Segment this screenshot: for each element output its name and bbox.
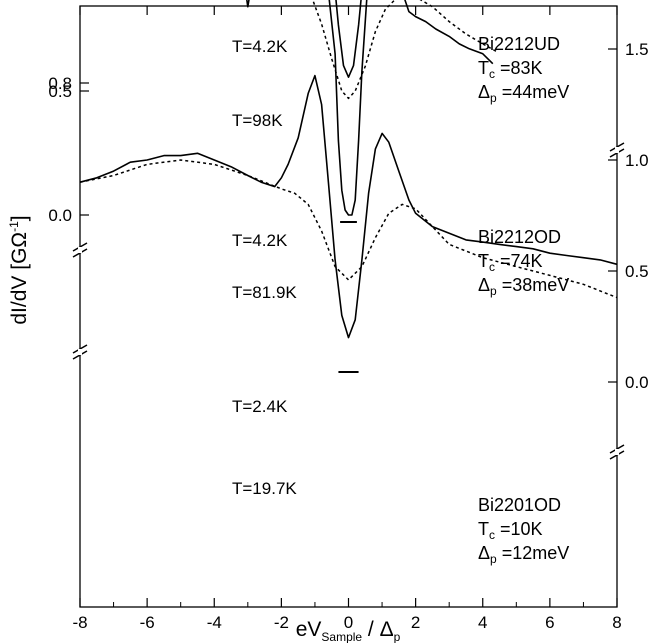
material-label: Bi2212UD — [478, 34, 560, 54]
y-tick-label-right: 0.5 — [625, 262, 649, 281]
temperature-label: T=19.7K — [232, 479, 297, 498]
series-line-bottom-low-temp — [335, 0, 362, 78]
x-tick-label: -2 — [274, 613, 289, 632]
temperature-label: T=4.2K — [232, 37, 288, 56]
y-tick-label: 0.8 — [48, 74, 72, 93]
temperature-label: T=81.9K — [232, 283, 297, 302]
x-tick-label: -4 — [207, 613, 222, 632]
material-label: Bi2212OD — [478, 227, 561, 247]
tc-label: Tc =10K — [478, 519, 543, 542]
x-tick-label: -6 — [140, 613, 155, 632]
y-tick-label-right: 1.0 — [625, 151, 649, 170]
gap-label: Δp =38meV — [478, 275, 569, 298]
tc-label: Tc =74K — [478, 251, 543, 274]
x-tick-label: 0 — [344, 613, 353, 632]
gap-label: Δp =12meV — [478, 543, 569, 566]
x-tick-label: 8 — [612, 613, 621, 632]
x-tick-label: 4 — [478, 613, 487, 632]
y-tick-label: 0.5 — [48, 82, 72, 101]
series-line-top-high-temp — [311, 0, 497, 100]
temperature-label: T=4.2K — [232, 231, 288, 250]
series-line-middle-low-temp — [79, 74, 618, 339]
right-axis-break-gap — [615, 449, 619, 455]
temperature-label: T=2.4K — [232, 397, 288, 416]
chart-marks: -8 -6 -4 -2 0 2 4 6 8 0.0 0.5 1.0 1.5 T=4.2K T=98K Bi22… — [48, 0, 649, 632]
tc-label: Tc =83K — [478, 58, 543, 81]
y-tick-label: 0.0 — [48, 206, 72, 225]
left-axis-break-gap — [78, 349, 82, 355]
right-axis-break-gap — [615, 147, 619, 153]
gap-label: Δp =44meV — [478, 82, 569, 105]
x-axis-label: eVSample / Δp — [296, 618, 401, 643]
x-tick-label: 6 — [545, 613, 554, 632]
x-tick-label: -8 — [72, 613, 87, 632]
y-tick-label-right: 1.5 — [625, 40, 649, 59]
y-axis-label: dI/dV [GΩ-1] — [7, 215, 31, 324]
material-label: Bi2201OD — [478, 495, 561, 515]
y-tick-label-right: 0.0 — [625, 373, 649, 392]
left-axis-break-gap — [78, 247, 82, 253]
temperature-label: T=98K — [232, 111, 283, 130]
series-line-top-low-temp — [246, 0, 494, 216]
x-tick-label: 2 — [411, 613, 420, 632]
